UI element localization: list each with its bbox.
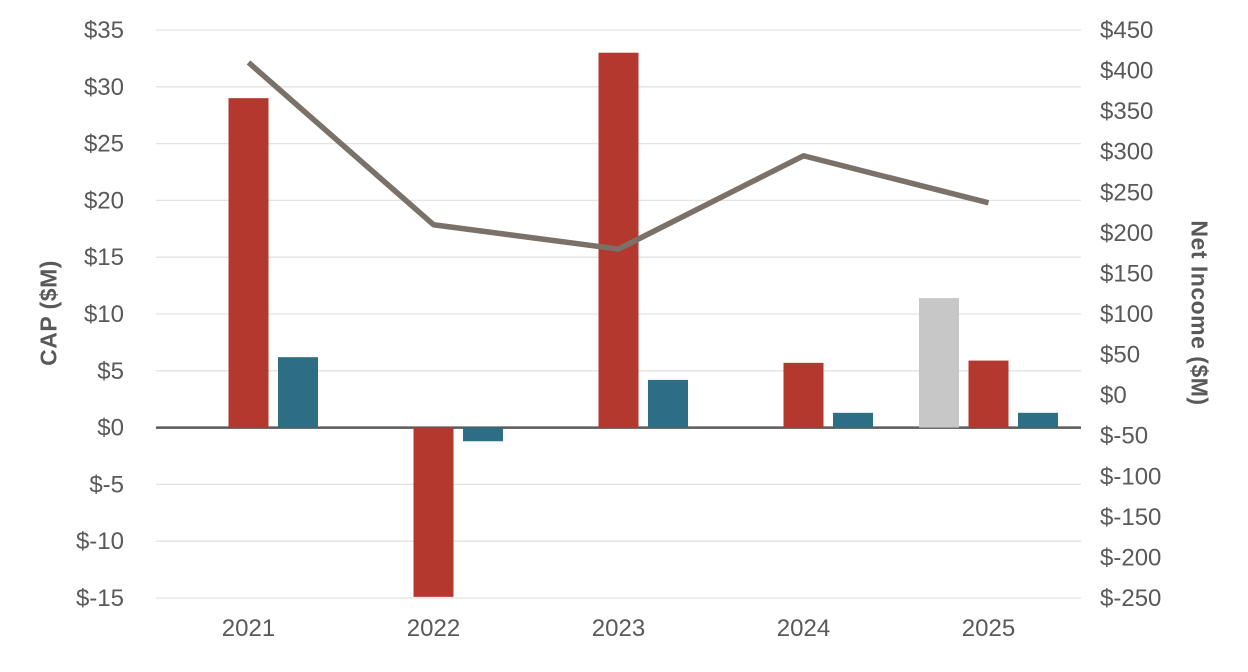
red-bar-series-bar-2024: [783, 362, 824, 428]
x-axis-label: 2022: [407, 615, 460, 642]
right-axis-tick-label: $250: [1100, 179, 1153, 206]
gray-bar-series-bar-2025: [919, 298, 959, 428]
right-axis-tick-label: $200: [1100, 220, 1153, 247]
left-axis-tick-label: $-15: [76, 585, 124, 612]
right-axis-tick-label: $-200: [1100, 544, 1161, 571]
teal-bar-series-bar-2021: [278, 357, 318, 428]
left-axis-tick-label: $15: [84, 244, 124, 271]
x-axis-label: 2021: [222, 615, 275, 642]
left-axis-tick-label: $20: [84, 187, 124, 214]
right-axis-tick-label: $-250: [1100, 585, 1161, 612]
right-axis-tick-label: $0: [1100, 382, 1127, 409]
left-axis-tick-label: $5: [97, 358, 124, 385]
left-axis-tick-label: $25: [84, 131, 124, 158]
right-axis-tick-label: $400: [1100, 58, 1153, 85]
teal-bar-series-bar-2024: [833, 412, 873, 428]
left-axis-tick-label: $-10: [76, 528, 124, 555]
teal-bar-series-bar-2022: [463, 427, 503, 442]
right-axis-title: Net Income ($M): [1186, 220, 1213, 406]
left-axis-tick-label: $35: [84, 17, 124, 44]
left-axis-tick-label: $30: [84, 74, 124, 101]
right-axis-tick-label: $150: [1100, 260, 1153, 287]
right-axis-tick-label: $300: [1100, 139, 1153, 166]
left-axis-tick-label: $0: [97, 415, 124, 442]
left-axis-title: CAP ($M): [35, 260, 62, 366]
red-bar-series-bar-2022: [413, 427, 454, 597]
right-axis-tick-label: $-150: [1100, 504, 1161, 531]
x-axis-label: 2024: [777, 615, 830, 642]
net-income-line-series: [246, 60, 990, 252]
right-axis-tick-label: $50: [1100, 342, 1140, 369]
right-axis-tick-label: $350: [1100, 98, 1153, 125]
right-axis-tick-label: $100: [1100, 301, 1153, 328]
right-axis-tick-label: $450: [1100, 17, 1153, 44]
right-axis-tick-label: $-100: [1100, 463, 1161, 490]
left-axis-tick-label: $-5: [89, 471, 124, 498]
teal-bar-series-bar-2023: [648, 379, 688, 428]
x-axis-label: 2025: [962, 615, 1015, 642]
x-axis-label: 2023: [592, 615, 645, 642]
left-axis-tick-label: $10: [84, 301, 124, 328]
teal-bar-series-bar-2025: [1018, 412, 1058, 428]
red-bar-series-bar-2025: [968, 360, 1009, 428]
red-bar-series-bar-2021: [228, 98, 269, 428]
right-axis-tick-label: $-50: [1100, 423, 1148, 450]
